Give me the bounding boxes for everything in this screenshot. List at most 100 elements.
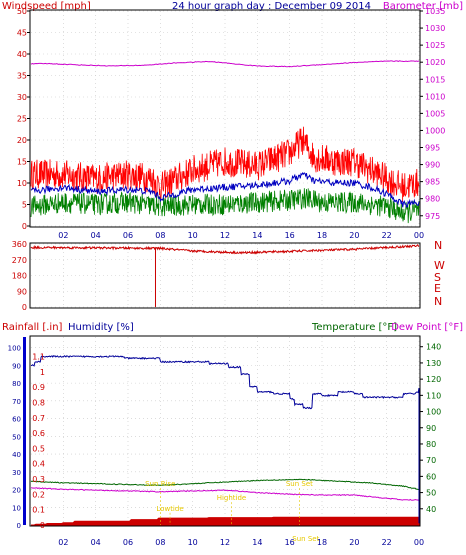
compass-label: W [434, 259, 445, 272]
wind-y-tick-label: 50 [17, 7, 27, 16]
humidity-tick-label: 0 [17, 522, 21, 530]
humidity-tick-label: 40 [12, 451, 21, 459]
wind-x-tick-label: 08 [155, 231, 165, 240]
baro-y-tick-label: 985 [425, 178, 440, 187]
rain-tick-label: 0.7 [32, 414, 45, 423]
event-label: Lowtide [156, 505, 183, 513]
humidity-tick-label: 90 [12, 362, 21, 370]
humidity-tick-label: 50 [12, 433, 21, 441]
rainfall-area [31, 516, 420, 526]
temperature-line [30, 478, 420, 491]
grid-lines [31, 10, 420, 526]
rain-tick-label: 0.2 [32, 490, 45, 499]
bottom-x-tick-label: 10 [188, 538, 198, 547]
baro-y-tick-label: 1000 [425, 126, 445, 135]
rain-tick-label: 1 [40, 368, 45, 377]
wind-y-tick-label: 25 [17, 115, 27, 124]
dewpoint-axis-label: Dew Point [°F] [391, 322, 463, 333]
baro-y-tick-label: 1005 [425, 109, 445, 118]
temperature-tick-label: 110 [426, 391, 441, 400]
bottom-x-tick-label: 06 [123, 538, 133, 547]
event-label: Sun Set [292, 535, 319, 543]
rainfall-axis-label: Rainfall [.in] [2, 322, 63, 333]
wind-y-tick-label: 10 [17, 179, 27, 188]
humidity-tick-label: 70 [12, 398, 21, 406]
bottom-x-tick-label: 20 [349, 538, 359, 547]
wind-x-tick-label: 16 [285, 231, 295, 240]
event-label: Sun Set [286, 480, 313, 488]
bottom-x-tick-label: 12 [220, 538, 230, 547]
gust-line [30, 126, 420, 203]
graph-title: 24 hour graph day : December 09 2014 [172, 1, 371, 12]
bottom-x-tick-label: 14 [252, 538, 262, 547]
bottom-x-tick-label: 00 [414, 538, 424, 547]
compass-label: N [434, 295, 442, 308]
humidity-tick-label: 80 [12, 380, 21, 388]
bottom-x-tick-label: 02 [58, 538, 68, 547]
temperature-tick-label: 60 [426, 472, 436, 481]
baro-y-tick-label: 1030 [425, 24, 445, 33]
wind-y-tick-label: 35 [17, 72, 27, 81]
min-line [30, 188, 420, 224]
temperature-tick-label: 100 [426, 408, 441, 417]
temperature-tick-label: 50 [426, 489, 436, 498]
series-lines: Sun Rise Lowtide Hightide Sun Set Sun Set [30, 60, 420, 543]
temperature-tick-label: 80 [426, 440, 436, 449]
bottom-panel-frame [29, 335, 421, 527]
wind-x-tick-label: 12 [220, 231, 230, 240]
dir-y-tick-label: 180 [12, 272, 27, 281]
wind-y-tick-label: 45 [17, 29, 27, 38]
humidity-axis-label: Humidity [%] [68, 322, 134, 333]
compass-label: N [434, 239, 442, 252]
humidity-line [30, 354, 420, 410]
wind-x-tick-label: 18 [317, 231, 327, 240]
direction-panel-frame [29, 242, 421, 309]
baro-y-tick-label: 1025 [425, 41, 445, 50]
dir-y-tick-label: 270 [12, 256, 27, 265]
baro-y-tick-label: 975 [425, 212, 440, 221]
temperature-tick-label: 40 [426, 505, 436, 514]
rain-tick-label: 0.8 [32, 398, 45, 407]
humidity-tick-label: 10 [12, 504, 21, 512]
bottom-x-tick-label: 08 [155, 538, 165, 547]
baro-y-tick-label: 1020 [425, 58, 445, 67]
rain-tick-label: 0.1 [32, 506, 45, 515]
wind-x-tick-label: 10 [188, 231, 198, 240]
compass-label: E [434, 282, 441, 295]
rain-tick-label: 0 [40, 521, 45, 530]
dir-y-tick-label: 360 [12, 240, 27, 249]
humidity-axis-bar [23, 337, 26, 525]
bottom-x-tick-label: 04 [91, 538, 101, 547]
dewpoint-line [30, 487, 420, 501]
barometer-axis-label: Barometer [mb] [383, 1, 463, 12]
bottom-x-tick-label: 18 [317, 538, 327, 547]
baro-y-tick-label: 1035 [425, 7, 445, 16]
rain-tick-label: 0.6 [32, 429, 45, 438]
compass-label: S [434, 271, 441, 284]
humidity-tick-label: 100 [8, 345, 21, 353]
wind-x-tick-label: 04 [91, 231, 101, 240]
wind-x-tick-label: 14 [252, 231, 262, 240]
bottom-x-tick-label: 16 [285, 538, 295, 547]
wind-x-tick-label: 02 [58, 231, 68, 240]
wind-y-tick-label: 30 [17, 93, 27, 102]
baro-y-tick-label: 1010 [425, 92, 445, 101]
wind-y-tick-label: 0 [22, 222, 27, 231]
rain-tick-label: 0.5 [32, 444, 45, 453]
rain-tick-label: 0.3 [32, 475, 45, 484]
bottom-x-tick-label: 22 [382, 538, 392, 547]
baro-y-tick-label: 990 [425, 161, 440, 170]
event-label: Hightide [217, 494, 247, 502]
axis-labels: 02 04 06 08 10 12 14 16 18 20 22 000510152025303540… [8, 7, 446, 547]
temperature-tick-label: 120 [426, 375, 441, 384]
temperature-tick-label: 140 [426, 343, 441, 352]
wind-y-tick-label: 15 [17, 158, 27, 167]
temperature-axis-label: Temperature [°F] [311, 322, 397, 333]
wind-y-tick-label: 20 [17, 136, 27, 145]
rain-tick-label: 0.9 [32, 383, 45, 392]
rain-tick-label: 1.1 [32, 353, 45, 362]
dir-y-tick-label: 90 [17, 287, 27, 296]
rain-tick-label: 0.4 [32, 460, 45, 469]
